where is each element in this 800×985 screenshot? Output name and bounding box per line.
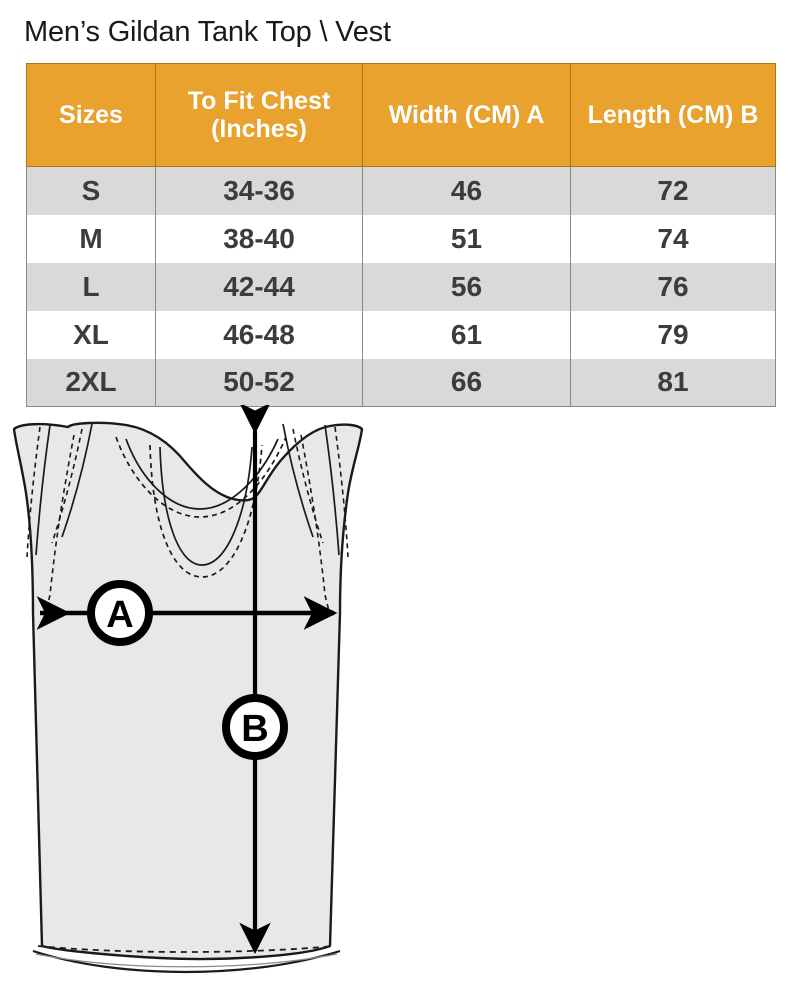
table-row: L 42-44 56 76	[26, 262, 776, 311]
hem-stitch-line	[37, 945, 335, 953]
cell-length: 79	[570, 310, 776, 359]
right-strap-seam-outer	[282, 423, 314, 538]
hem-bottom-edge	[32, 949, 341, 974]
table-row: S 34-36 46 72	[26, 166, 776, 215]
cell-width: 51	[362, 214, 571, 263]
cell-size: M	[26, 214, 156, 263]
width-badge-label: A	[106, 594, 133, 636]
table-header-row: Sizes To Fit Chest (Inches) Width (CM) A…	[26, 63, 776, 167]
column-header-sizes: Sizes	[26, 63, 156, 167]
cell-width: 66	[362, 358, 571, 407]
table-row: XL 46-48 61 79	[26, 310, 776, 359]
neckline-front-scoop-stitch	[149, 444, 263, 578]
cell-size: XL	[26, 310, 156, 359]
cell-width: 46	[362, 166, 571, 215]
cell-length: 74	[570, 214, 776, 263]
column-header-length: Length (CM) B	[570, 63, 776, 167]
cell-chest: 42-44	[155, 262, 363, 311]
cell-length: 81	[570, 358, 776, 407]
right-strap-stitch-outer	[334, 426, 349, 558]
right-strap-seam	[324, 424, 340, 556]
page-title: Men’s Gildan Tank Top \ Vest	[24, 16, 391, 48]
table-row: 2XL 50-52 66 81	[26, 358, 776, 407]
table-header: Sizes To Fit Chest (Inches) Width (CM) A…	[26, 63, 776, 167]
right-strap-stitch-inner	[292, 428, 324, 544]
cell-size: L	[26, 262, 156, 311]
left-strap-stitch-inner	[51, 428, 83, 544]
column-header-chest: To Fit Chest (Inches)	[155, 63, 363, 167]
size-chart-table: Sizes To Fit Chest (Inches) Width (CM) A…	[26, 63, 776, 407]
left-strap-seam-outer	[61, 423, 93, 538]
cell-chest: 34-36	[155, 166, 363, 215]
cell-width: 56	[362, 262, 571, 311]
cell-chest: 38-40	[155, 214, 363, 263]
cell-size: 2XL	[26, 358, 156, 407]
cell-chest: 50-52	[155, 358, 363, 407]
width-badge-a: A	[87, 580, 153, 646]
length-badge-label: B	[241, 708, 268, 750]
table-row: M 38-40 51 74	[26, 214, 776, 263]
garment-body-shape	[12, 421, 364, 961]
size-chart-table-container: Sizes To Fit Chest (Inches) Width (CM) A…	[26, 63, 776, 407]
left-strap-stitch-outer	[26, 426, 41, 558]
hem-fold-edge	[35, 953, 338, 968]
left-strap-seam	[35, 424, 51, 556]
table-body: S 34-36 46 72 M 38-40 51 74 L 42-44 56 7…	[26, 166, 776, 407]
garment-measurement-diagram: A B	[0, 405, 420, 985]
tank-top-illustration	[12, 421, 364, 974]
cell-size: S	[26, 166, 156, 215]
column-header-width: Width (CM) A	[362, 63, 571, 167]
cell-length: 76	[570, 262, 776, 311]
cell-length: 72	[570, 166, 776, 215]
cell-chest: 46-48	[155, 310, 363, 359]
length-badge-b: B	[222, 694, 288, 760]
cell-width: 61	[362, 310, 571, 359]
